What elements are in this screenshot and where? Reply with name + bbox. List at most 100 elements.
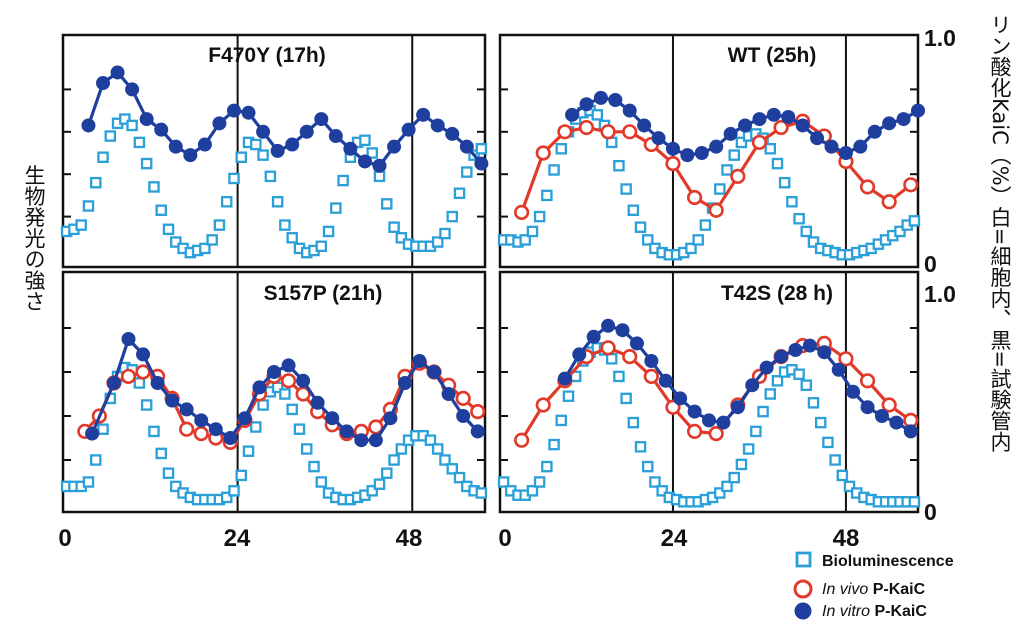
data-point-invitro <box>853 139 868 154</box>
series-invitro <box>81 65 489 173</box>
data-point-bio <box>793 212 805 225</box>
data-point-bio <box>735 458 748 471</box>
data-point-bio <box>836 469 849 482</box>
data-point-bio <box>162 223 175 236</box>
series-bio <box>60 361 488 506</box>
data-point-invitro <box>889 415 904 430</box>
data-point-bio <box>308 460 320 473</box>
data-point-bio <box>431 236 444 248</box>
data-point-invitro <box>817 345 832 360</box>
data-point-bio <box>829 454 841 466</box>
data-point-bio <box>359 134 371 147</box>
data-point-invitro <box>730 400 745 415</box>
data-point-bio <box>807 397 820 409</box>
data-point-bio <box>235 151 248 163</box>
data-point-invitro <box>759 360 774 375</box>
data-point-invivo <box>730 168 746 184</box>
data-point-bio <box>170 480 182 493</box>
data-point-bio <box>148 425 160 438</box>
data-point-bio <box>526 225 539 238</box>
data-point-bio <box>728 471 740 484</box>
data-point-bio <box>656 485 668 497</box>
data-point-invitro <box>237 411 252 426</box>
data-point-bio <box>431 443 444 455</box>
data-point-invitro <box>441 387 456 401</box>
x-axis-labels-left: 0 24 48 <box>58 525 422 552</box>
data-point-bio <box>541 460 553 473</box>
data-point-bio <box>199 242 211 255</box>
x-tick-0: 0 <box>498 525 511 552</box>
data-point-invitro <box>110 65 125 80</box>
panel-t42s: T42S (28 h) <box>497 270 921 514</box>
data-point-invitro <box>752 112 767 127</box>
data-point-bio <box>692 234 704 246</box>
data-point-invitro <box>874 409 889 423</box>
right-tick-bottom: 0 <box>924 251 937 277</box>
data-point-invitro <box>788 343 803 357</box>
x-axis-labels-right: 0 24 48 <box>498 525 859 552</box>
data-point-invivo <box>643 368 659 385</box>
data-point-bio <box>155 447 167 460</box>
data-point-invitro <box>197 137 212 152</box>
data-point-invivo <box>470 404 486 420</box>
panel-f470y: F470Y (17h) <box>60 33 489 269</box>
data-point-invitro <box>96 76 111 91</box>
data-point-invitro <box>615 323 630 338</box>
series-layer <box>497 318 921 508</box>
data-point-invitro <box>81 118 96 133</box>
data-point-bio <box>562 390 575 402</box>
data-point-bio <box>721 164 733 176</box>
data-point-invitro <box>831 362 846 377</box>
series-invivo <box>514 335 919 448</box>
data-point-bio <box>533 476 546 488</box>
data-point-invitro <box>136 347 151 362</box>
data-point-invitro <box>372 158 387 173</box>
data-point-bio <box>814 416 827 429</box>
data-point-bio <box>97 151 109 163</box>
data-point-bio <box>286 232 298 244</box>
data-point-bio <box>627 416 640 429</box>
data-point-invivo <box>135 364 151 380</box>
series-line-invitro <box>86 70 483 168</box>
data-point-invitro <box>387 139 402 154</box>
data-point-bio <box>764 143 777 155</box>
data-point-bio <box>800 225 813 238</box>
data-point-bio <box>641 460 654 473</box>
data-point-bio <box>800 379 813 391</box>
data-point-bio <box>714 487 726 499</box>
data-point-invitro <box>183 148 198 163</box>
data-point-invitro <box>194 413 209 428</box>
data-point-invitro <box>328 129 343 144</box>
data-point-invitro <box>357 154 372 169</box>
data-point-bio <box>728 149 740 161</box>
data-point-invitro <box>896 112 911 127</box>
data-point-invivo <box>600 340 616 356</box>
data-point-bio <box>735 136 748 149</box>
data-point-bio <box>714 183 726 195</box>
data-point-invitro <box>651 131 666 146</box>
data-point-invitro <box>629 336 644 351</box>
series-invivo <box>514 113 919 220</box>
legend-label-bio: Bioluminescence <box>822 553 954 570</box>
data-point-bio <box>133 136 146 149</box>
data-point-invitro <box>397 376 412 390</box>
data-point-bio <box>140 399 153 411</box>
data-point-invitro <box>810 131 825 146</box>
data-point-bio <box>315 240 328 253</box>
data-point-bio <box>330 202 342 214</box>
data-point-bio <box>395 232 408 244</box>
data-point-invitro <box>795 118 810 133</box>
data-point-invitro <box>445 126 460 141</box>
data-point-bio <box>300 443 313 455</box>
data-point-bio <box>641 234 654 246</box>
data-point-bio <box>279 388 291 400</box>
data-point-invitro <box>474 156 489 171</box>
data-point-invitro <box>208 422 223 437</box>
data-point-invitro <box>139 112 154 127</box>
data-point-invitro <box>252 380 267 395</box>
data-point-invivo <box>838 351 854 367</box>
series-layer <box>60 65 489 259</box>
data-point-invitro <box>557 371 572 386</box>
series-invitro <box>565 90 925 163</box>
data-point-bio <box>337 174 349 187</box>
